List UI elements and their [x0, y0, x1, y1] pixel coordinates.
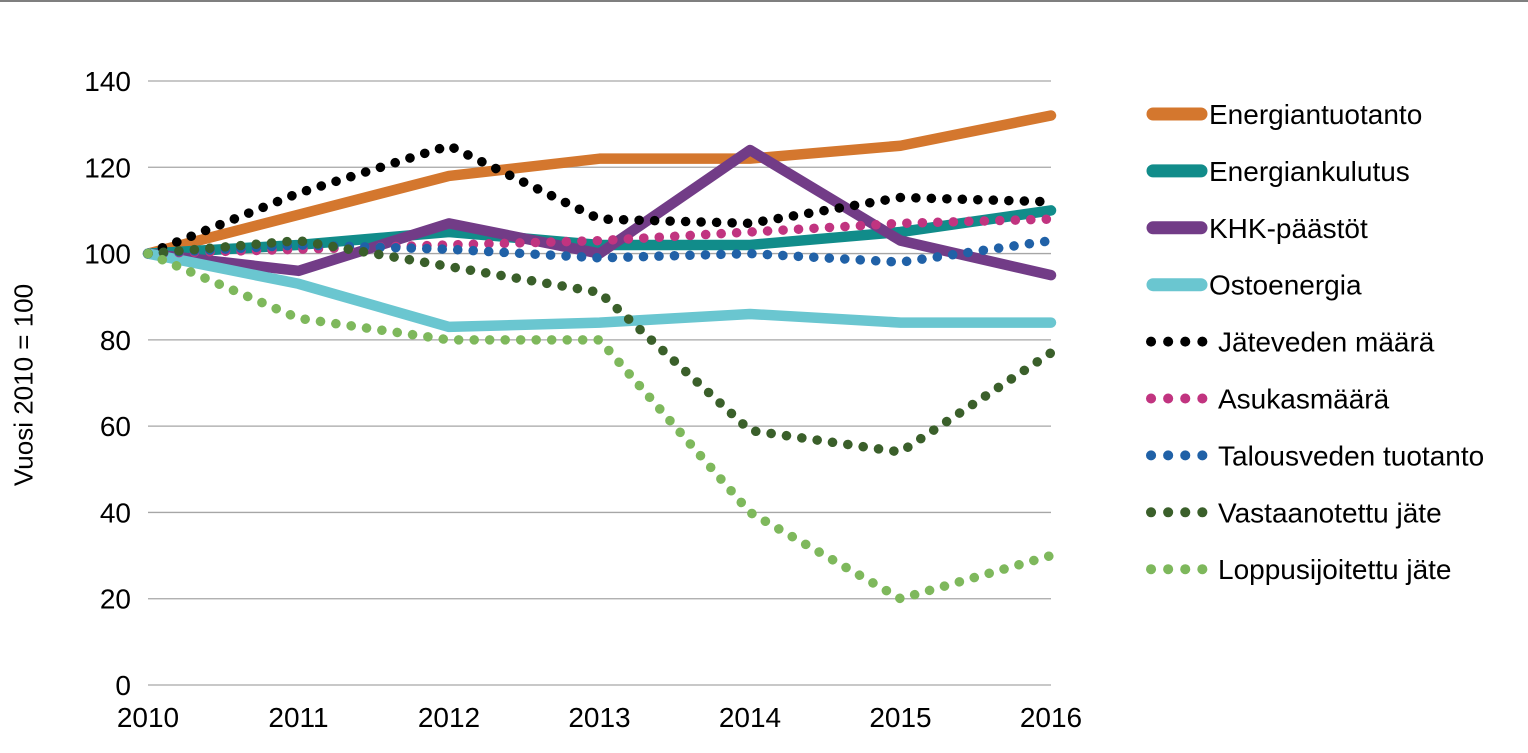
- series-line-vastaanotettu-j-te: [143, 235, 1056, 457]
- x-axis-tick-label: 2012: [418, 702, 480, 733]
- y-axis-tick-label: 20: [100, 584, 131, 615]
- x-axis-tick-label: 2010: [117, 702, 179, 733]
- series-line-loppusijoitettu-j-te: [143, 248, 1056, 604]
- legend-label-energiantuotanto: Energiantuotanto: [1209, 99, 1422, 130]
- x-axis-tick-label: 2011: [268, 702, 328, 733]
- series-line-talousveden-tuotanto: [143, 235, 1056, 267]
- y-axis-tick-label: 80: [100, 325, 131, 356]
- legend-label-energiankulutus: Energiankulutus: [1209, 156, 1410, 187]
- legend-label-loppusijoitettu-j-te: Loppusijoitettu jäte: [1218, 554, 1452, 585]
- y-axis-tick-label: 120: [84, 152, 131, 183]
- legend-label-vastaanotettu-j-te: Vastaanotettu jäte: [1218, 497, 1442, 528]
- legend-label-j-teveden-m-r-: Jäteveden määrä: [1218, 327, 1435, 358]
- series-line-ostoenergia: [142, 248, 1057, 333]
- top-border-line: [0, 0, 1528, 2]
- x-axis-tick-label: 2015: [869, 702, 931, 733]
- x-axis-tick-label: 2014: [719, 702, 781, 733]
- x-axis-tick-label: 2016: [1020, 702, 1082, 733]
- legend-label-ostoenergia: Ostoenergia: [1209, 270, 1362, 301]
- y-axis-tick-label: 40: [100, 497, 131, 528]
- y-axis-tick-label: 60: [100, 411, 131, 442]
- series-line-asukasm-r-: [143, 214, 1056, 259]
- x-axis-tick-label: 2013: [568, 702, 630, 733]
- legend-label-asukasm-r-: Asukasmäärä: [1218, 384, 1390, 415]
- series-line-khk-p-st-t: [142, 144, 1057, 281]
- series-line-energiantuotanto: [142, 110, 1057, 259]
- legend-label-talousveden-tuotanto: Talousveden tuotanto: [1218, 440, 1484, 471]
- y-axis-tick-label: 0: [115, 670, 131, 701]
- legend-label-khk-p-st-t: KHK-päästöt: [1209, 213, 1368, 244]
- y-axis-tick-label: 140: [84, 66, 131, 97]
- y-axis-tick-label: 100: [84, 239, 131, 270]
- series-line-j-teveden-m-r-: [143, 140, 1056, 259]
